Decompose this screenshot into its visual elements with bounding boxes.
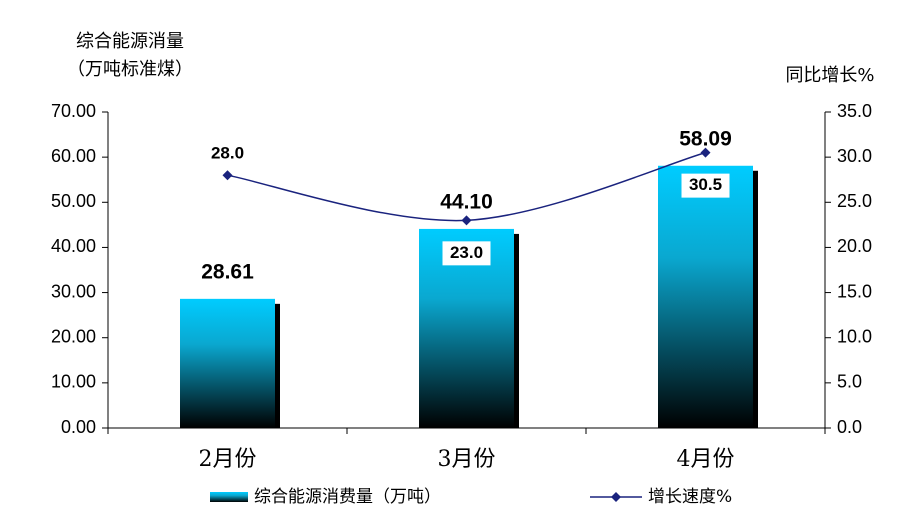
y-tick-label: 30.00 [51,281,96,301]
line-value-label: 30.5 [689,175,722,194]
y2-tick-label: 5.0 [837,372,862,392]
x-tick-label: 2月份 [199,447,257,472]
legend-label: 综合能源消费量（万吨） [254,487,441,507]
y-tick-label: 60.00 [51,146,96,166]
y2-axis-title: 同比增长% [785,65,874,86]
line-marker [700,147,711,158]
y-tick-label: 40.00 [51,236,96,256]
line-value-label: 28.0 [211,144,244,163]
y2-tick-label: 20.0 [837,236,872,256]
y-tick-label: 10.00 [51,372,96,392]
legend-marker [611,492,621,502]
bar [180,298,275,428]
bar-value-label: 44.10 [440,190,493,213]
legend-swatch [210,492,248,502]
bar [658,165,753,428]
bar-value-label: 28.61 [201,260,254,283]
y2-tick-label: 25.0 [837,191,872,211]
label-box [442,241,491,266]
label-box [203,142,252,167]
y2-tick-label: 0.0 [837,417,862,437]
y-tick-label: 70.00 [51,101,96,121]
line-value-label: 23.0 [450,243,483,262]
x-tick-label: 4月份 [677,447,735,472]
y-tick-label: 50.00 [51,191,96,211]
y-tick-label: 20.00 [51,326,96,346]
y2-tick-label: 30.0 [837,146,872,166]
y-axis-title: （万吨标准煤） [67,59,193,80]
y-axis-title: 综合能源消量 [76,31,184,52]
label-box [681,173,730,198]
x-tick-label: 3月份 [438,447,496,472]
y2-tick-label: 10.0 [837,326,872,346]
y2-tick-label: 35.0 [837,101,872,121]
line-marker [461,215,472,226]
bar-value-label: 58.09 [679,127,732,150]
y2-tick-label: 15.0 [837,281,872,301]
line-marker [222,170,233,181]
y-tick-label: 0.00 [61,417,96,437]
legend-label: 增长速度% [648,487,732,507]
